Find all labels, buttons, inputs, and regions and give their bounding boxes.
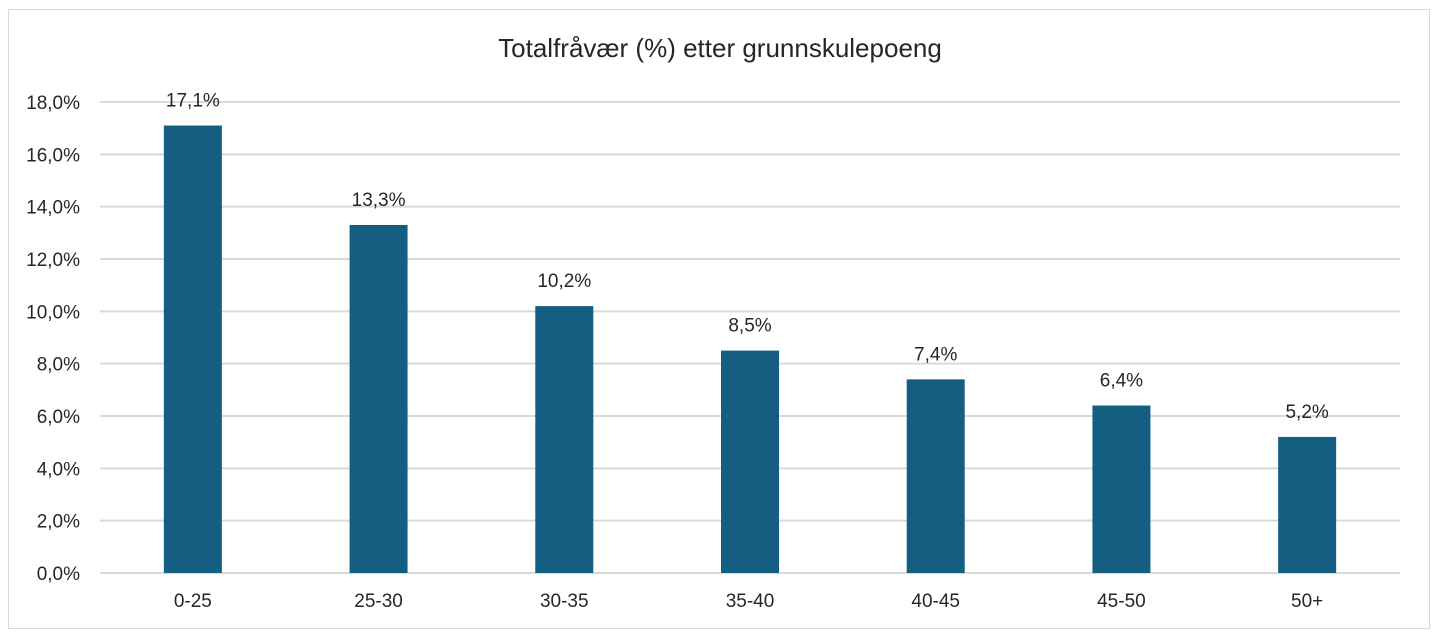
y-tick-label-9: 18,0%	[26, 93, 80, 114]
bars	[163, 125, 1337, 574]
y-tick-label-5: 10,0%	[26, 302, 80, 323]
data-label-35-40: 8,5%	[728, 316, 771, 337]
bar-25-30	[349, 224, 408, 573]
x-category-label-40-45: 40-45	[911, 591, 960, 612]
bar-30-35	[535, 306, 594, 573]
x-axis-category-labels: 0-25 25-30 30-35 35-40 40-45 45-50 50+	[174, 591, 1323, 612]
data-labels: 17,1% 13,3% 10,2% 8,5% 7,4% 6,4% 5,2%	[166, 91, 1329, 423]
y-tick-label-6: 12,0%	[26, 250, 80, 271]
data-label-50+: 5,2%	[1285, 402, 1328, 423]
y-tick-label-8: 16,0%	[26, 145, 80, 166]
chart-title: Totalfråvær (%) etter grunnskulepoeng	[498, 33, 942, 63]
x-category-label-0-25: 0-25	[174, 591, 212, 612]
bar-35-40	[721, 350, 779, 573]
bar-45-50	[1092, 405, 1151, 573]
y-tick-label-3: 6,0%	[37, 407, 80, 428]
x-category-label-35-40: 35-40	[726, 591, 775, 612]
y-tick-label-0: 0,0%	[37, 564, 80, 585]
data-label-0-25: 17,1%	[166, 91, 220, 112]
data-label-30-35: 10,2%	[537, 271, 591, 292]
data-label-40-45: 7,4%	[914, 344, 957, 365]
data-label-45-50: 6,4%	[1100, 371, 1143, 392]
x-category-label-30-35: 30-35	[540, 591, 589, 612]
y-tick-label-1: 2,0%	[37, 512, 80, 533]
y-tick-label-7: 14,0%	[26, 198, 80, 219]
bar-0-25	[163, 125, 222, 574]
x-category-label-25-30: 25-30	[354, 591, 403, 612]
x-category-label-45-50: 45-50	[1097, 591, 1146, 612]
chart-frame	[8, 9, 1430, 629]
y-tick-label-4: 8,0%	[37, 355, 80, 376]
gridlines	[100, 101, 1400, 574]
data-label-25-30: 13,3%	[352, 190, 406, 211]
bar-40-45	[906, 379, 965, 573]
bar-50+	[1278, 436, 1337, 573]
y-tick-label-2: 4,0%	[37, 459, 80, 480]
x-category-label-50+: 50+	[1291, 591, 1323, 612]
y-axis-tick-labels: 0,0% 2,0% 4,0% 6,0% 8,0% 10,0% 12,0% 14,0% 16,0%…	[26, 93, 80, 585]
